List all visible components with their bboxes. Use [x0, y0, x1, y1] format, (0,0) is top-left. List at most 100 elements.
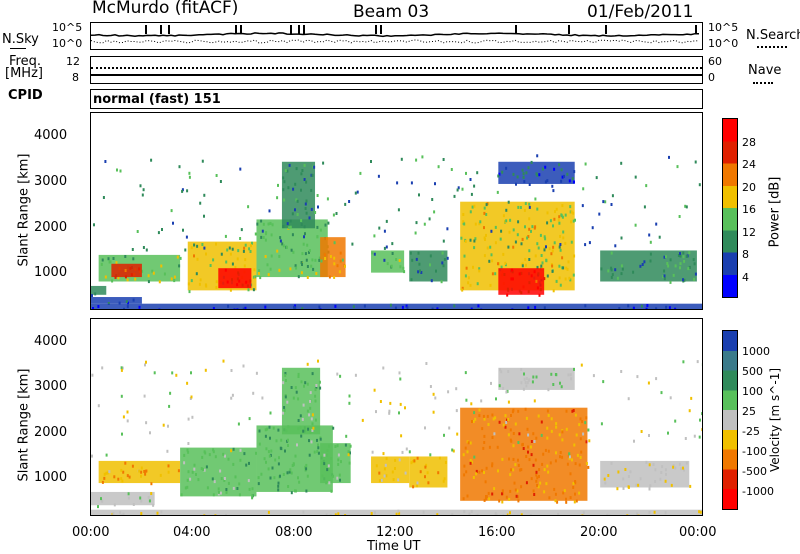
heatmap-cell: [540, 264, 543, 268]
heatmap-cell: [284, 449, 286, 453]
heatmap-cell: [394, 467, 396, 470]
heatmap-cell: [280, 447, 283, 451]
heatmap-cell: [520, 368, 523, 371]
heatmap-cell: [517, 205, 520, 209]
heatmap-cell: [378, 471, 381, 475]
heatmap-cell: [555, 279, 558, 283]
heatmap-cell: [481, 427, 484, 431]
heatmap-scatter-cell: [547, 388, 550, 392]
heatmap-scatter-cell: [126, 419, 129, 423]
heatmap-cell: [663, 274, 666, 278]
heatmap-cell: [570, 377, 573, 381]
heatmap-cell: [195, 272, 198, 276]
date-label: 01/Feb/2011: [587, 2, 694, 22]
heatmap-scatter-cell: [523, 372, 525, 376]
heatmap-cell: [662, 275, 665, 279]
heatmap-cell: [191, 470, 194, 474]
heatmap-cell: [520, 242, 523, 246]
heatmap-cell: [398, 458, 401, 462]
heatmap-cell: [519, 468, 522, 472]
heatmap-cell: [302, 242, 305, 246]
heatmap-cell: [206, 486, 209, 490]
heatmap-cell: [390, 264, 393, 268]
heatmap-cell: [170, 277, 173, 281]
heatmap-cell: [229, 252, 232, 256]
heatmap-scatter-cell: [405, 447, 408, 451]
heatmap-cell: [318, 256, 321, 260]
heatmap-cell: [424, 465, 427, 469]
heatmap-cell: [461, 288, 464, 292]
heatmap-cell: [607, 269, 610, 273]
heatmap-cell: [526, 381, 529, 385]
heatmap-scatter-cell: [397, 208, 400, 212]
heatmap-cell: [429, 263, 431, 267]
heatmap-cell: [203, 468, 206, 472]
heatmap-cell: [267, 222, 270, 226]
heatmap-cell: [117, 276, 120, 280]
heatmap-cell: [575, 433, 578, 437]
heatmap-cell: [473, 239, 476, 243]
heatmap-cell: [566, 267, 569, 271]
heatmap-cell: [610, 266, 613, 270]
heatmap-cell: [566, 172, 569, 176]
heatmap-cell: [534, 254, 537, 258]
heatmap-cell: [483, 434, 486, 438]
heatmap-cell: [282, 176, 285, 180]
heatmap-cell: [303, 163, 306, 167]
heatmap-cell: [555, 422, 558, 426]
heatmap-cell: [543, 490, 546, 494]
heatmap-scatter-cell: [634, 223, 637, 227]
heatmap-cell: [97, 505, 99, 509]
heatmap-cell: [238, 482, 241, 486]
heatmap-scatter-cell: [658, 235, 661, 239]
heatmap-cell: [440, 280, 443, 284]
heatmap-cell: [195, 473, 197, 476]
heatmap-cell: [536, 207, 539, 211]
heatmap-cell: [624, 468, 627, 471]
heatmap-scatter-cell: [248, 417, 251, 421]
heatmap-scatter-cell: [188, 175, 191, 179]
heatmap-cell: [536, 476, 539, 480]
heatmap-cell: [300, 219, 303, 222]
heatmap-cell: [282, 188, 285, 192]
heatmap-cell: [648, 463, 651, 467]
heatmap-scatter-cell: [396, 181, 399, 185]
heatmap-scatter-cell: [230, 369, 233, 372]
heatmap-cell: [106, 471, 109, 475]
heatmap-cell: [563, 174, 565, 178]
heatmap-cell: [649, 252, 652, 256]
heatmap-scatter-cell: [348, 200, 351, 203]
heatmap-cell: [436, 307, 439, 309]
heatmap-cell: [565, 427, 568, 431]
heatmap-cell: [187, 450, 190, 454]
heatmap-cell: [310, 264, 313, 268]
heatmap-cell: [389, 303, 392, 307]
heatmap-cell: [167, 470, 170, 474]
heatmap-cell: [518, 272, 521, 276]
heatmap-cell: [412, 485, 415, 489]
heatmap-cell: [107, 257, 110, 261]
heatmap-scatter-cell: [141, 193, 144, 197]
heatmap-cell: [570, 210, 573, 214]
heatmap-cell: [318, 305, 321, 309]
heatmap-scatter-cell: [543, 235, 546, 239]
heatmap-scatter-cell: [182, 228, 184, 232]
heatmap-cell: [504, 414, 507, 418]
heatmap-scatter-cell: [425, 362, 428, 365]
heatmap-scatter-cell: [582, 432, 585, 436]
nave-tick-high: 60: [708, 55, 722, 68]
heatmap-cell: [305, 180, 308, 184]
heatmap-cell: [295, 390, 298, 394]
velocity-ytick-4000: 4000: [34, 334, 68, 349]
power-cbtick-8: 8: [742, 248, 749, 261]
heatmap-cell: [196, 257, 199, 261]
heatmap-cell: [112, 257, 115, 260]
heatmap-cell: [269, 476, 272, 480]
heatmap-cell: [549, 461, 552, 465]
heatmap-scatter-cell: [497, 174, 500, 178]
heatmap-cell: [127, 301, 129, 305]
heatmap-scatter-cell: [581, 204, 584, 208]
velocity-ylabel: Slant Range [km]: [16, 368, 32, 482]
heatmap-scatter-cell: [414, 231, 417, 235]
heatmap-cell: [405, 304, 408, 308]
